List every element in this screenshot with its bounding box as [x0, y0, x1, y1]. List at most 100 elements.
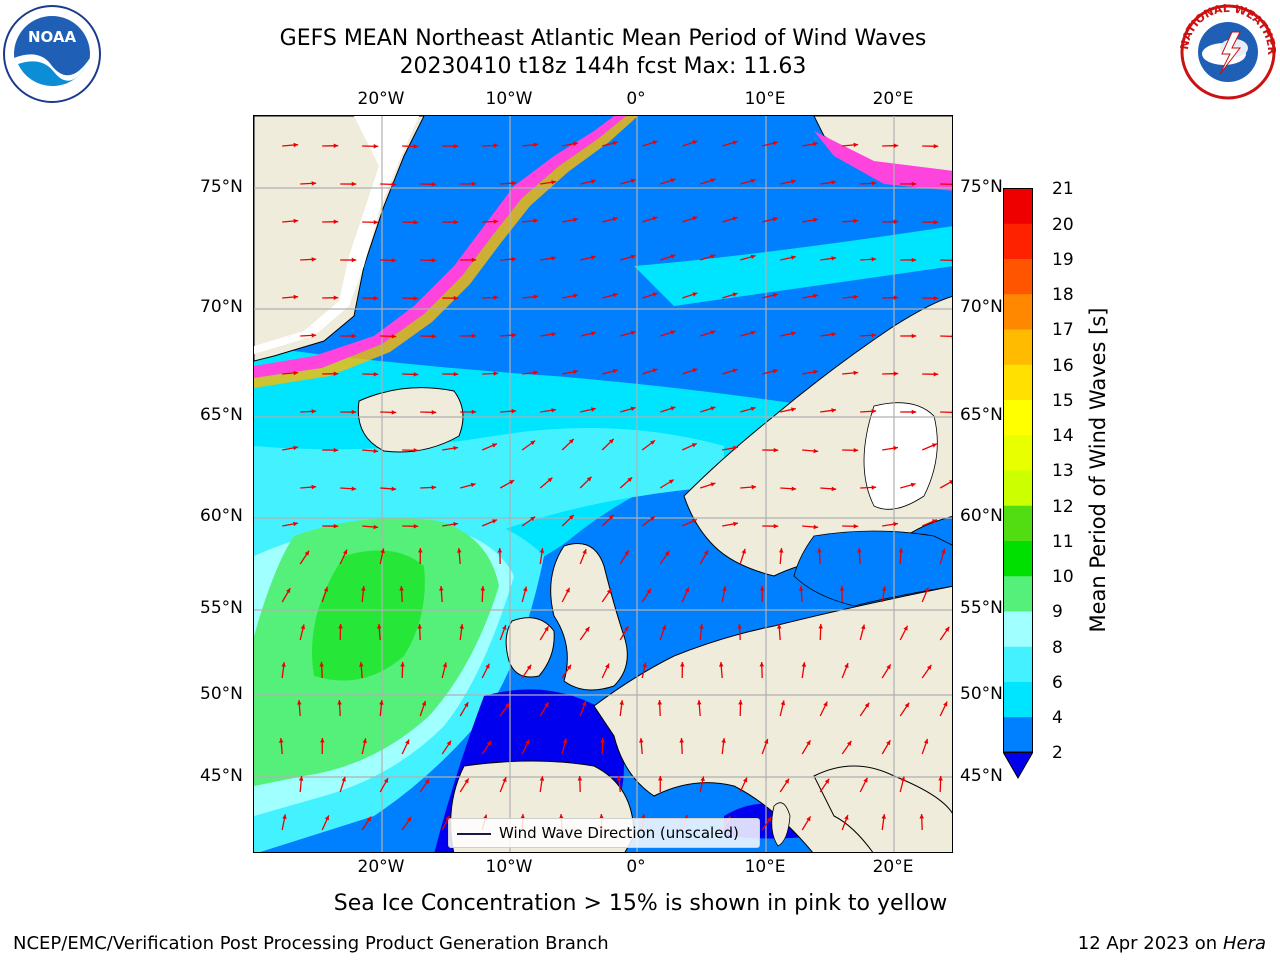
wave-arrow-head — [759, 662, 765, 667]
wave-arrow-head — [612, 140, 618, 146]
wave-arrow-head — [844, 663, 849, 669]
wave-arrow-head — [650, 516, 656, 521]
wave-arrow-head — [652, 368, 658, 373]
wave-arrow-head — [599, 814, 604, 819]
bothnia-ice — [863, 402, 938, 510]
legend-label: Wind Wave Direction (unscaled) — [499, 824, 739, 842]
wave-arrow-head — [391, 258, 397, 263]
wave-arrow-head — [311, 409, 317, 414]
footer-date-text: 12 Apr 2023 on — [1077, 933, 1223, 954]
wave-arrow-head — [846, 740, 852, 746]
wave-arrow-head — [533, 294, 539, 299]
wave-arrow-head — [351, 333, 357, 339]
wave-arrow-head — [511, 180, 517, 186]
wave-arrow-head — [391, 334, 397, 339]
wave-arrow-head — [764, 738, 769, 744]
wave-arrow-head — [778, 548, 784, 553]
wave-arrow-head — [692, 140, 698, 145]
sardinia-land — [771, 802, 791, 847]
wave-arrow-head — [938, 776, 943, 781]
wave-arrow-head — [657, 700, 662, 705]
wave-arrow-head — [619, 700, 624, 705]
wave-arrow-head — [924, 587, 929, 593]
colorbar-tick: 9 — [1052, 602, 1063, 622]
wave-arrow-head — [652, 292, 658, 297]
colorbar-label: Mean Period of Wind Waves [s] — [1086, 307, 1110, 633]
colorbar-segment — [1003, 646, 1033, 682]
wave-arrow-head — [333, 523, 339, 529]
wave-arrow-head — [680, 662, 685, 667]
wave-arrow-head — [732, 368, 738, 373]
wave-arrow-head — [893, 371, 899, 376]
wave-arrow-head — [911, 181, 917, 187]
wave-arrow-head — [750, 330, 756, 336]
colorbar-segment — [1003, 611, 1033, 647]
wave-arrow-head — [670, 330, 676, 335]
wave-arrow-head — [373, 371, 379, 377]
wave-arrow-head — [630, 178, 636, 183]
wave-arrow-head — [533, 218, 539, 223]
colorbar-segment — [1003, 470, 1033, 506]
wave-arrow-head — [304, 550, 310, 556]
wave-arrow-head — [286, 588, 291, 594]
wave-period-region — [312, 550, 425, 681]
wave-arrow-head — [741, 548, 746, 554]
wave-arrow-head — [823, 701, 828, 707]
wave-arrow-head — [951, 182, 952, 187]
italy-balkans-land — [813, 765, 952, 852]
lat-label-left: 50°N — [200, 684, 243, 704]
wave-arrow-head — [853, 142, 859, 148]
wave-arrow-head — [380, 548, 385, 554]
great-britain-land — [550, 543, 628, 691]
wave-arrow-head — [911, 333, 917, 339]
wave-arrow-head — [418, 548, 423, 553]
wave-arrow-head — [562, 738, 568, 744]
wave-arrow-head — [333, 295, 339, 301]
colorbar-segment — [1003, 399, 1033, 436]
colorbar-tick: 4 — [1052, 708, 1063, 728]
wave-arrow-head — [652, 216, 658, 221]
wave-arrow-head — [898, 548, 904, 553]
wave-arrow-head — [453, 219, 459, 225]
wave-arrow-head — [485, 663, 490, 669]
wave-arrow-head — [791, 486, 797, 491]
greenland-ice — [254, 116, 419, 354]
lon-label-bottom: 20°E — [872, 857, 914, 877]
wave-arrow-head — [582, 549, 587, 555]
wave-arrow-head — [881, 586, 887, 591]
sea-ice-edge — [814, 131, 952, 191]
wave-arrow-head — [391, 486, 397, 492]
wave-arrow-head — [566, 664, 572, 670]
map-panel: Wind Wave Direction (unscaled) — [253, 115, 953, 853]
wave-arrow-head — [470, 482, 476, 488]
colorbar-tick: 19 — [1052, 250, 1074, 270]
chart-subtitle: 20230410 t18z 144h fcst Max: 11.63 — [399, 54, 807, 79]
colorbar-segment — [1003, 364, 1033, 400]
wave-arrow-head — [881, 814, 886, 819]
wave-arrow-head — [773, 447, 779, 453]
colorbar-tick: 12 — [1052, 497, 1074, 517]
lat-label-right: 65°N — [960, 405, 1003, 425]
wave-arrow-head — [539, 776, 545, 781]
wave-arrow-head — [710, 254, 716, 259]
wave-arrow-head — [282, 814, 287, 820]
iceland-land — [357, 387, 464, 453]
wave-arrow-head — [493, 143, 499, 148]
wave-arrow-head — [710, 406, 716, 411]
wave-arrow-head — [337, 700, 342, 705]
wave-arrow-head — [951, 410, 952, 415]
wave-arrow-head — [471, 409, 477, 415]
wave-arrow-head — [480, 586, 486, 591]
wave-arrow-head — [453, 143, 459, 149]
lon-label-top: 20°E — [872, 89, 914, 109]
wave-arrow-head — [863, 777, 868, 783]
map-canvas — [254, 116, 952, 852]
wave-arrow-head — [413, 144, 419, 149]
wave-arrow-head — [464, 778, 469, 784]
wave-arrow-head — [624, 550, 629, 556]
wave-arrow-head — [551, 408, 557, 413]
wave-arrow-head — [853, 218, 859, 224]
wave-arrow-head — [860, 624, 866, 630]
wave-arrow-head — [577, 776, 583, 781]
wave-arrow-head — [612, 216, 618, 222]
